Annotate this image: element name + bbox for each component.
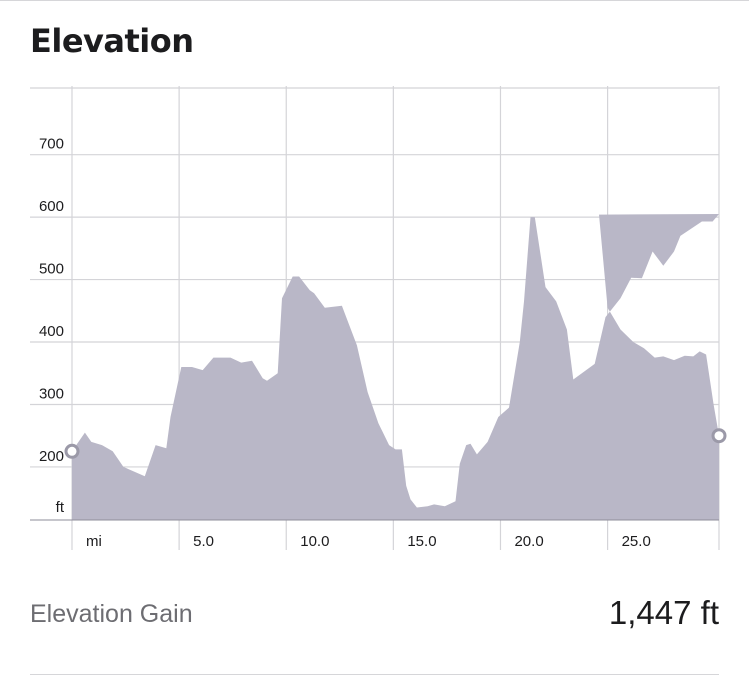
x-tick-label: 20.0 [514,533,543,550]
x-tick-label: 25.0 [622,533,651,550]
y-unit-label: ft [56,499,65,516]
elevation-gain-value: 1,447 ft [608,594,719,631]
elevation-gain-label: Elevation Gain [30,600,193,628]
y-tick-label: 600 [39,198,64,215]
elevation-gain-row: Elevation Gain 1,447 ft [30,590,719,642]
end-marker [711,428,727,444]
x-tick-label: 5.0 [193,533,214,550]
y-tick-label: 700 [39,136,64,153]
bottom-divider [30,674,719,675]
y-tick-label: 500 [39,261,64,278]
x-tick-label: 10.0 [300,533,329,550]
elevation-area [72,214,719,520]
elevation-chart: 200 300 400 500 600 700 ft mi 5.0 10.0 15.0 20.0 25… [30,86,727,550]
x-unit-label: mi [86,533,102,550]
x-axis-labels: mi 5.0 10.0 15.0 20.0 25.0 [86,533,651,550]
y-tick-label: 400 [39,323,64,340]
y-axis-labels: 200 300 400 500 600 700 ft [39,136,65,516]
start-marker [64,443,80,459]
x-tick-label: 15.0 [407,533,436,550]
top-divider [0,0,749,1]
y-tick-label: 200 [39,448,64,465]
y-tick-label: 300 [39,385,64,402]
section-title: Elevation [30,22,194,60]
route-markers [64,428,727,459]
